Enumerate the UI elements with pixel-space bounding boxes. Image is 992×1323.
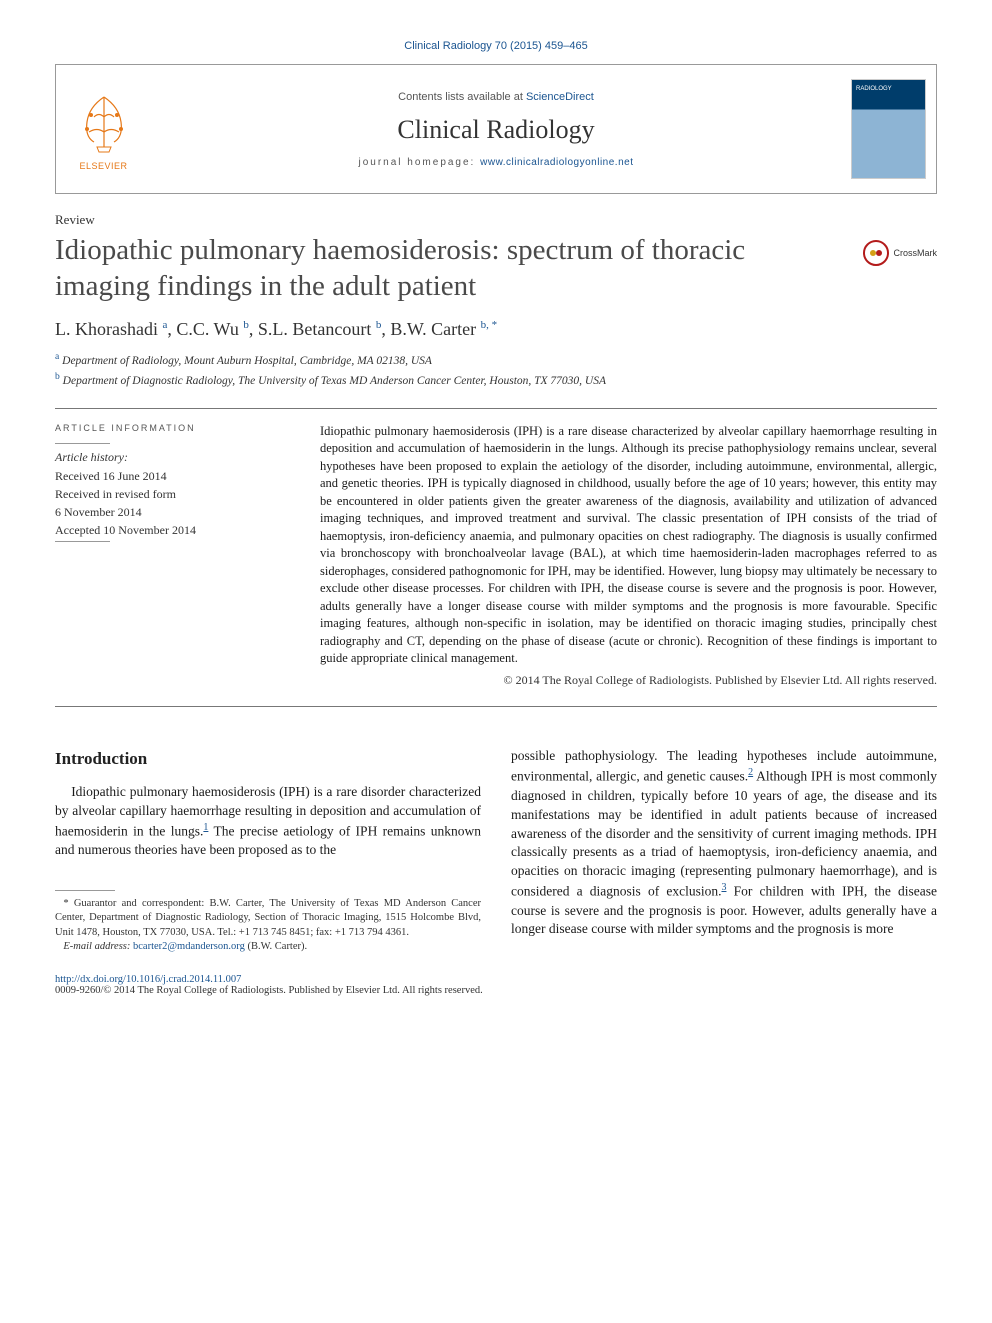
ref-link[interactable]: 3 (721, 882, 726, 893)
body-column-right: possible pathophysiology. The leading hy… (511, 747, 937, 954)
article-type: Review (55, 212, 937, 228)
email-link[interactable]: bcarter2@mdanderson.org (133, 941, 245, 952)
footnote-rule (55, 890, 115, 891)
contents-prefix: Contents lists available at (398, 91, 526, 103)
crossmark-label: CrossMark (893, 248, 937, 258)
journal-header-box: ELSEVIER Contents lists available at Sci… (55, 64, 937, 194)
info-heading: ARTICLE INFORMATION (55, 423, 290, 433)
abstract-text: Idiopathic pulmonary haemosiderosis (IPH… (320, 424, 937, 666)
email-label: E-mail address: (63, 941, 130, 952)
homepage-prefix: journal homepage: (359, 157, 481, 168)
homepage-line: journal homepage: www.clinicalradiologyo… (359, 157, 634, 168)
journal-name: Clinical Radiology (397, 115, 594, 145)
header-center: Contents lists available at ScienceDirec… (151, 65, 841, 193)
history-item: 6 November 2014 (55, 503, 290, 521)
crossmark-icon (863, 240, 889, 266)
homepage-link[interactable]: www.clinicalradiologyonline.net (480, 157, 633, 168)
rule-bottom (55, 706, 937, 707)
article-info: ARTICLE INFORMATION Article history: Rec… (55, 423, 290, 689)
history-label: Article history: (55, 450, 290, 465)
history-item: Received in revised form (55, 485, 290, 503)
ref-link[interactable]: 1 (203, 822, 208, 833)
body-column-left: Introduction Idiopathic pulmonary haemos… (55, 747, 481, 954)
intro-para-1: Idiopathic pulmonary haemosiderosis (IPH… (55, 783, 481, 860)
elsevier-label: ELSEVIER (79, 161, 127, 171)
elsevier-logo[interactable]: ELSEVIER (56, 65, 151, 193)
email-person: (B.W. Carter). (247, 941, 307, 952)
history-item: Accepted 10 November 2014 (55, 521, 290, 539)
doi-block: http://dx.doi.org/10.1016/j.crad.2014.11… (55, 974, 937, 996)
elsevier-tree-icon (69, 87, 139, 157)
affiliations: a Department of Radiology, Mount Auburn … (55, 350, 937, 390)
cover-image (851, 79, 926, 179)
abstract: Idiopathic pulmonary haemosiderosis (IPH… (320, 423, 937, 689)
ref-link[interactable]: 2 (748, 767, 753, 778)
email-footnote: E-mail address: bcarter2@mdanderson.org … (55, 940, 481, 954)
history-item: Received 16 June 2014 (55, 467, 290, 485)
top-citation: Clinical Radiology 70 (2015) 459–465 (55, 40, 937, 52)
crossmark-badge[interactable]: CrossMark (863, 240, 937, 266)
authors-line: L. Khorashadi a, C.C. Wu b, S.L. Betanco… (55, 319, 937, 340)
history-bottom-rule (55, 541, 110, 542)
intro-para-2: possible pathophysiology. The leading hy… (511, 747, 937, 939)
article-title: Idiopathic pulmonary haemosiderosis: spe… (55, 232, 843, 305)
cover-thumbnail[interactable] (841, 65, 936, 193)
intro-heading: Introduction (55, 747, 481, 771)
issn-copyright: 0009-9260/© 2014 The Royal College of Ra… (55, 985, 483, 996)
doi-link[interactable]: http://dx.doi.org/10.1016/j.crad.2014.11… (55, 974, 241, 985)
abstract-copyright: © 2014 The Royal College of Radiologists… (320, 672, 937, 689)
sciencedirect-link[interactable]: ScienceDirect (526, 91, 594, 103)
contents-line: Contents lists available at ScienceDirec… (398, 91, 594, 103)
correspondent-footnote: * Guarantor and correspondent: B.W. Cart… (55, 897, 481, 940)
